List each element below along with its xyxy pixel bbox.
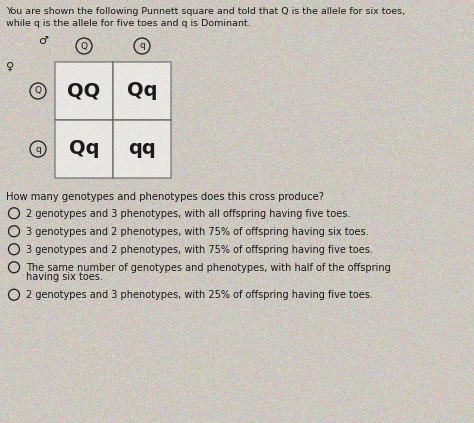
Bar — [55, 120, 113, 178]
Text: QQ: QQ — [67, 82, 100, 101]
Text: ♂: ♂ — [38, 36, 48, 46]
Text: q: q — [139, 41, 145, 50]
Text: How many genotypes and phenotypes does this cross produce?: How many genotypes and phenotypes does t… — [6, 192, 324, 202]
Text: qq: qq — [128, 140, 156, 159]
Text: 2 genotypes and 3 phenotypes, with all offspring having five toes.: 2 genotypes and 3 phenotypes, with all o… — [26, 209, 350, 219]
Text: having six toes.: having six toes. — [26, 272, 103, 283]
Text: Q: Q — [35, 86, 42, 96]
Text: 3 genotypes and 2 phenotypes, with 75% of offspring having five toes.: 3 genotypes and 2 phenotypes, with 75% o… — [26, 245, 373, 255]
Text: while q is the allele for five toes and q is Dominant.: while q is the allele for five toes and … — [6, 19, 251, 28]
Text: 2 genotypes and 3 phenotypes, with 25% of offspring having five toes.: 2 genotypes and 3 phenotypes, with 25% o… — [26, 291, 373, 300]
Text: q: q — [35, 145, 41, 154]
Bar — [113, 62, 171, 120]
Bar — [113, 120, 171, 178]
Bar — [55, 62, 113, 120]
Text: Qq: Qq — [69, 140, 99, 159]
Text: ♀: ♀ — [6, 62, 14, 72]
Text: 3 genotypes and 2 phenotypes, with 75% of offspring having six toes.: 3 genotypes and 2 phenotypes, with 75% o… — [26, 227, 369, 237]
Text: You are shown the following Punnett square and told that Q is the allele for six: You are shown the following Punnett squa… — [6, 7, 405, 16]
Text: Qq: Qq — [127, 82, 157, 101]
Text: Q: Q — [81, 41, 88, 50]
Text: The same number of genotypes and phenotypes, with half of the offspring: The same number of genotypes and phenoty… — [26, 263, 391, 273]
